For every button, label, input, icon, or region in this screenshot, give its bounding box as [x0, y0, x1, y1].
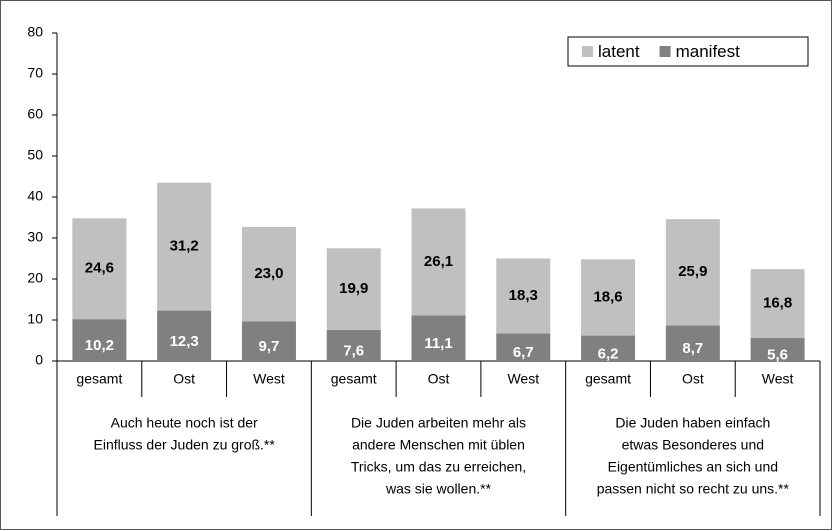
- x-tick-label: gesamt: [76, 371, 122, 387]
- x-tick-label: gesamt: [585, 371, 631, 387]
- bar-segment: [72, 319, 127, 361]
- bar-segment: [496, 333, 551, 361]
- bar-segment: [241, 321, 296, 361]
- value-label: 12,3: [170, 333, 199, 350]
- y-tick-label: 80: [27, 24, 43, 40]
- bar-segment: [750, 269, 805, 339]
- group-label: passen nicht so recht zu uns.**: [597, 481, 790, 497]
- value-label: 11,1: [424, 335, 452, 352]
- y-tick-label: 50: [27, 147, 43, 163]
- bar-segment: [411, 208, 466, 316]
- y-tick-label: 10: [27, 311, 43, 327]
- value-label: 25,9: [678, 263, 707, 280]
- value-label: 24,6: [85, 260, 114, 277]
- group-label: Auch heute noch ist der: [111, 415, 258, 431]
- group-label: Einfluss der Juden zu groß.**: [94, 437, 276, 453]
- bar-segment: [750, 338, 805, 361]
- y-tick-label: 20: [27, 270, 43, 286]
- legend-swatch: [582, 46, 593, 57]
- x-tick-label: Ost: [428, 371, 450, 387]
- value-label: 19,9: [339, 280, 368, 297]
- bar-segment: [581, 259, 636, 336]
- y-tick-label: 60: [27, 106, 43, 122]
- value-label: 6,2: [598, 345, 619, 362]
- group-label: was sie wollen.**: [385, 481, 492, 497]
- y-tick-label: 70: [27, 65, 43, 81]
- value-label: 10,2: [85, 337, 114, 354]
- bar-segment: [326, 329, 381, 361]
- bar-segment: [72, 218, 127, 320]
- group-label: Die Juden haben einfach: [615, 415, 770, 431]
- value-label: 16,8: [763, 295, 792, 312]
- group-label: Tricks, um das zu erreichen,: [351, 459, 526, 475]
- legend-label: manifest: [676, 42, 741, 61]
- legend-label: latent: [598, 42, 640, 61]
- bar-segment: [157, 182, 212, 311]
- group-label: Eigentümliches an sich und: [608, 459, 778, 475]
- legend-box: [567, 36, 809, 67]
- value-label: 9,7: [259, 338, 280, 355]
- y-tick-label: 0: [35, 352, 43, 368]
- legend-swatch: [659, 46, 671, 57]
- x-tick-label: gesamt: [331, 371, 377, 387]
- x-tick-label: Ost: [682, 371, 704, 387]
- value-label: 26,1: [424, 253, 453, 270]
- group-label: Die Juden arbeiten mehr als: [351, 415, 526, 431]
- bar-segment: [326, 248, 381, 330]
- group-label: etwas Besonderes und: [622, 437, 764, 453]
- value-label: 18,3: [509, 287, 538, 304]
- y-tick-label: 40: [27, 188, 43, 204]
- bar-segment: [581, 335, 636, 361]
- value-label: 5,6: [767, 346, 788, 363]
- bar-segment: [241, 226, 296, 322]
- value-label: 31,2: [170, 238, 199, 255]
- value-label: 7,6: [343, 342, 364, 359]
- value-label: 6,7: [513, 344, 534, 361]
- value-label: 8,7: [682, 340, 703, 357]
- value-label: 23,0: [254, 265, 283, 282]
- x-tick-label: West: [507, 371, 539, 387]
- group-label: andere Menschen mit üblen: [352, 437, 525, 453]
- x-tick-label: West: [253, 371, 285, 387]
- bar-segment: [157, 310, 212, 361]
- x-tick-label: West: [762, 371, 794, 387]
- y-tick-label: 30: [27, 229, 43, 245]
- bar-segment: [496, 258, 551, 334]
- value-label: 18,6: [593, 288, 622, 305]
- bar-segment: [665, 325, 720, 361]
- bar-segment: [411, 315, 466, 361]
- x-tick-label: Ost: [173, 371, 195, 387]
- bar-segment: [665, 219, 720, 326]
